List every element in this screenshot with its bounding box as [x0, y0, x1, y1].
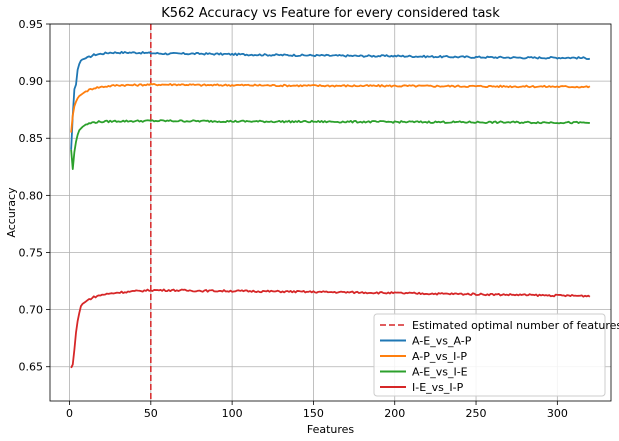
x-axis-title: Features [307, 423, 355, 436]
x-tick-label: 200 [384, 407, 405, 420]
y-tick-label: 0.70 [19, 304, 44, 317]
legend-entry-label: A-E_vs_I-E [412, 366, 468, 379]
x-tick-label: 100 [222, 407, 243, 420]
x-tick-label: 0 [66, 407, 73, 420]
series-line-A-E_vs_I-E [70, 119, 590, 170]
y-tick-label: 0.75 [19, 246, 44, 259]
y-axis-title: Accuracy [5, 187, 18, 238]
y-tick-label: 0.80 [19, 189, 44, 202]
y-tick-label: 0.90 [19, 75, 44, 88]
series-line-A-P_vs_I-P [70, 82, 591, 133]
series-line-I-E_vs_I-P [70, 288, 591, 369]
x-tick-label: 300 [547, 407, 568, 420]
y-tick-label: 0.65 [19, 361, 44, 374]
ticks-layer: 0 50 100 150 200 250 300 0.65 0.70 0.75 0.80 0.85 0.… [19, 18, 568, 420]
y-tick-label: 0.95 [19, 18, 44, 31]
legend-entry-label: Estimated optimal number of features [412, 319, 619, 332]
series-layer [70, 50, 591, 369]
legend-entry-label: A-E_vs_A-P [412, 335, 472, 348]
x-tick-label: 250 [466, 407, 487, 420]
chart-title: K562 Accuracy vs Feature for every consi… [161, 6, 500, 21]
x-tick-label: 150 [303, 407, 324, 420]
legend: Estimated optimal number of features A-E_… [373, 313, 619, 397]
plot-frame [49, 23, 612, 402]
legend-box [373, 313, 606, 397]
legend-entry-label: A-P_vs_I-P [412, 350, 467, 363]
series-line-A-E_vs_A-P [70, 50, 591, 150]
x-tick-label: 50 [144, 407, 158, 420]
legend-entry-label: I-E_vs_I-P [412, 381, 464, 394]
y-tick-label: 0.85 [19, 132, 44, 145]
